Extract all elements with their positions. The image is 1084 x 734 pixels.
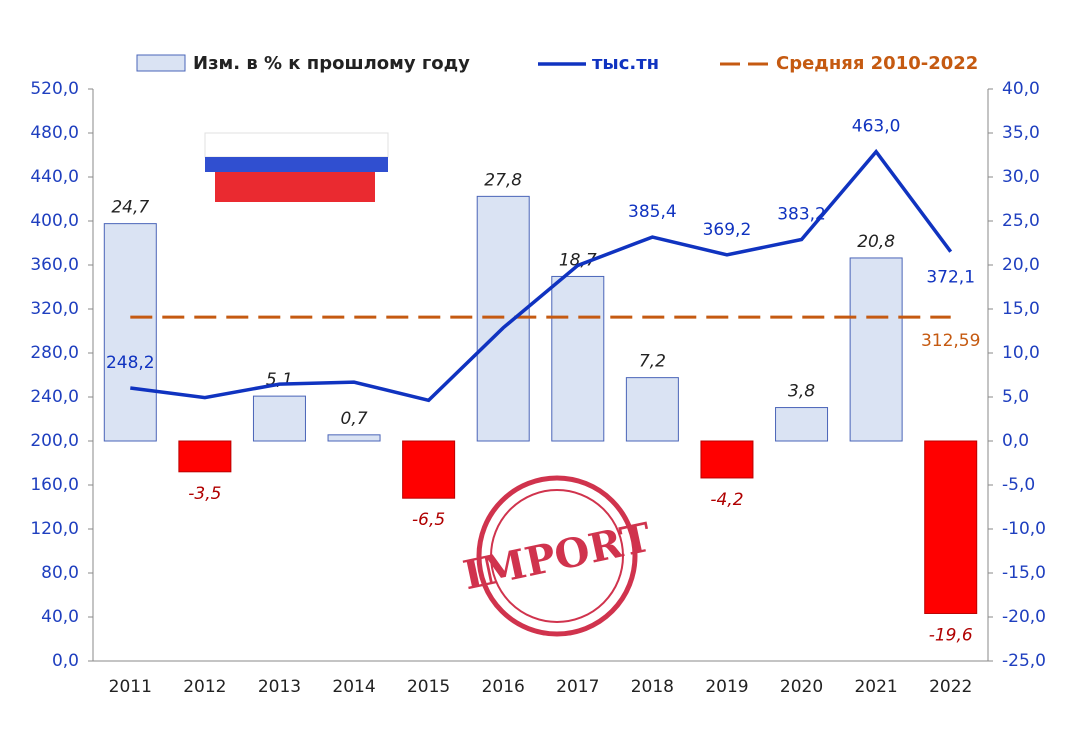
- bar-label: 24,7: [111, 198, 149, 218]
- stamp-text: IMPORT: [459, 514, 655, 600]
- y-tick-label: 440,0: [30, 167, 79, 187]
- y-tick-label: 80,0: [41, 563, 79, 583]
- bar: [476, 195, 530, 442]
- bar-label: -4,2: [710, 490, 743, 510]
- line-label: 369,2: [703, 220, 752, 240]
- y2-tick-label: -5,0: [1002, 475, 1035, 495]
- legend-label: тыс.тн: [592, 53, 659, 74]
- stamp: IMPORT: [459, 475, 655, 637]
- y-tick-label: 200,0: [30, 431, 79, 451]
- line-label: 372,1: [926, 268, 975, 288]
- bar-label: 0,7: [341, 409, 368, 429]
- y2-tick-label: 10,0: [1002, 343, 1040, 363]
- y-tick-label: 400,0: [30, 211, 79, 231]
- x-tick-label: 2014: [332, 677, 375, 697]
- y-tick-label: 520,0: [30, 79, 79, 99]
- bar: [700, 440, 754, 479]
- x-tick-label: 2011: [109, 677, 152, 697]
- y2-tick-label: 5,0: [1002, 387, 1029, 407]
- x-tick-label: 2019: [705, 677, 748, 697]
- bar-label: -3,5: [188, 484, 221, 504]
- x-tick-label: 2017: [556, 677, 599, 697]
- y-tick-label: 480,0: [30, 123, 79, 143]
- bar: [327, 434, 381, 442]
- bar-label: -19,6: [929, 625, 973, 645]
- y-tick-label: 240,0: [30, 387, 79, 407]
- bar-label: 20,8: [857, 232, 895, 252]
- line-label: 385,4: [628, 202, 677, 222]
- x-tick-label: 2013: [258, 677, 301, 697]
- y2-tick-label: 15,0: [1002, 299, 1040, 319]
- y2-tick-label: 40,0: [1002, 79, 1040, 99]
- bar-label: 18,7: [559, 250, 597, 270]
- line: [130, 148, 953, 403]
- y2-tick-label: -15,0: [1002, 563, 1046, 583]
- line-label: 248,2: [106, 353, 155, 373]
- y-tick-label: 120,0: [30, 519, 79, 539]
- bar: [924, 440, 978, 614]
- y2-tick-label: 25,0: [1002, 211, 1040, 231]
- legend-swatch: [136, 54, 186, 72]
- bar-label: -6,5: [412, 510, 445, 530]
- bar: [402, 440, 456, 499]
- y-tick-label: 40,0: [41, 607, 79, 627]
- x-tick-label: 2020: [780, 677, 823, 697]
- y2-tick-label: 20,0: [1002, 255, 1040, 275]
- x-tick-label: 2015: [407, 677, 450, 697]
- bar: [551, 275, 605, 442]
- x-tick-label: 2022: [929, 677, 972, 697]
- bar-label: 3,8: [788, 382, 815, 402]
- x-tick-label: 2012: [183, 677, 226, 697]
- y-tick-label: 280,0: [30, 343, 79, 363]
- bar: [849, 257, 903, 442]
- bar: [252, 395, 306, 442]
- legend-label: Средняя 2010-2022: [776, 53, 978, 74]
- x-tick-label: 2016: [482, 677, 525, 697]
- average-label: 312,59: [921, 331, 980, 351]
- legend-label: Изм. в % к прошлому году: [193, 53, 470, 74]
- y2-tick-label: 30,0: [1002, 167, 1040, 187]
- y2-tick-label: -10,0: [1002, 519, 1046, 539]
- bar-label: 27,8: [484, 170, 522, 190]
- x-tick-label: 2018: [631, 677, 674, 697]
- bar: [775, 407, 829, 442]
- y2-tick-label: 35,0: [1002, 123, 1040, 143]
- x-tick-label: 2021: [854, 677, 897, 697]
- y2-tick-label: 0,0: [1002, 431, 1029, 451]
- bar-label: 7,2: [639, 352, 666, 372]
- y-tick-label: 160,0: [30, 475, 79, 495]
- y2-tick-label: -20,0: [1002, 607, 1046, 627]
- line-label: 383,2: [777, 204, 826, 224]
- y2-tick-label: -25,0: [1002, 651, 1046, 671]
- y-tick-label: 0,0: [52, 651, 79, 671]
- bar: [103, 223, 157, 442]
- bar: [178, 440, 232, 473]
- bar: [625, 377, 679, 442]
- y-tick-label: 320,0: [30, 299, 79, 319]
- flag: [204, 132, 389, 202]
- line-label: 463,0: [852, 117, 901, 137]
- y-tick-label: 360,0: [30, 255, 79, 275]
